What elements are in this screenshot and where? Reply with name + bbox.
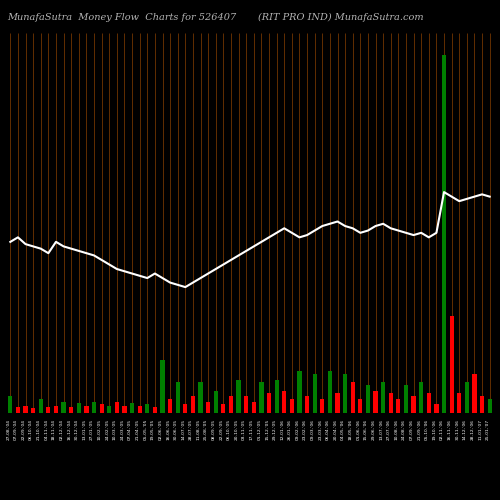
Bar	[419, 382, 424, 412]
Bar	[160, 360, 164, 412]
Bar	[54, 406, 58, 412]
Bar	[358, 399, 362, 412]
Bar	[290, 399, 294, 412]
Bar	[236, 380, 240, 412]
Bar	[229, 396, 233, 412]
Bar	[153, 407, 157, 412]
Bar	[412, 396, 416, 412]
Bar	[100, 404, 103, 412]
Bar	[450, 316, 454, 412]
Bar	[343, 374, 347, 412]
Bar	[404, 385, 408, 412]
Bar	[122, 406, 126, 412]
Bar	[115, 402, 119, 412]
Bar	[183, 404, 188, 412]
Text: (RIT PRO IND) MunafaSutra.com: (RIT PRO IND) MunafaSutra.com	[258, 12, 423, 22]
Bar	[46, 407, 50, 412]
Bar	[198, 382, 202, 412]
Bar	[488, 399, 492, 412]
Bar	[62, 402, 66, 412]
Bar	[305, 396, 309, 412]
Bar	[92, 402, 96, 412]
Text: MunafaSutra  Money Flow  Charts for 526407: MunafaSutra Money Flow Charts for 526407	[8, 12, 237, 22]
Bar	[426, 394, 431, 412]
Bar	[38, 399, 43, 412]
Bar	[472, 374, 476, 412]
Bar	[222, 404, 226, 412]
Bar	[312, 374, 317, 412]
Bar	[252, 402, 256, 412]
Bar	[388, 394, 393, 412]
Bar	[366, 385, 370, 412]
Bar	[274, 380, 278, 412]
Bar	[16, 407, 20, 412]
Bar	[282, 390, 286, 412]
Bar	[8, 396, 12, 412]
Bar	[350, 382, 355, 412]
Bar	[374, 390, 378, 412]
Bar	[168, 399, 172, 412]
Bar	[244, 396, 248, 412]
Bar	[298, 372, 302, 412]
Bar	[434, 404, 438, 412]
Bar	[320, 399, 324, 412]
Bar	[465, 382, 469, 412]
Bar	[107, 406, 112, 412]
Bar	[24, 406, 28, 412]
Bar	[31, 408, 35, 412]
Bar	[480, 396, 484, 412]
Bar	[176, 382, 180, 412]
Bar	[442, 56, 446, 412]
Bar	[267, 394, 271, 412]
Bar	[191, 396, 195, 412]
Bar	[69, 407, 73, 412]
Bar	[260, 382, 264, 412]
Bar	[336, 394, 340, 412]
Bar	[206, 402, 210, 412]
Bar	[214, 390, 218, 412]
Bar	[145, 404, 150, 412]
Bar	[328, 372, 332, 412]
Bar	[130, 403, 134, 412]
Bar	[84, 406, 88, 412]
Bar	[457, 394, 462, 412]
Bar	[138, 406, 142, 412]
Bar	[76, 403, 81, 412]
Bar	[381, 382, 385, 412]
Bar	[396, 399, 400, 412]
